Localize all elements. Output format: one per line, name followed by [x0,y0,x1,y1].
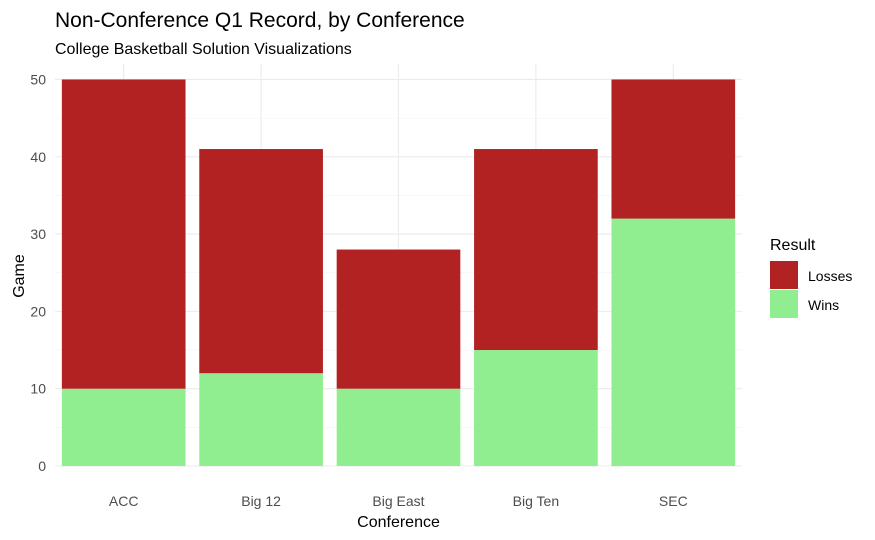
y-tick-label: 10 [30,381,46,397]
legend: Result Losses Wins [770,237,852,318]
x-tick-label: Big Ten [513,493,559,509]
y-tick-label: 20 [30,303,46,319]
bar-losses-big-east [336,249,461,389]
y-axis-title: Game [11,254,28,298]
y-axis-ticks: 0 10 20 30 40 50 [30,71,46,474]
bar-losses-sec [611,79,736,219]
legend-swatch-wins [770,290,798,318]
bar-wins-big-east [336,388,461,466]
bar-wins-big-12 [199,373,323,466]
y-tick-label: 0 [38,458,46,474]
x-axis-ticks: ACC Big 12 Big East Big Ten SEC [109,493,688,509]
legend-title: Result [770,237,816,254]
plot-bars [61,79,736,466]
y-tick-label: 50 [30,71,46,87]
y-tick-label: 40 [30,149,46,165]
bar-losses-big-ten [474,149,598,351]
legend-label-wins: Wins [808,297,839,313]
legend-label-losses: Losses [808,268,852,284]
x-tick-label: SEC [659,493,688,509]
x-tick-label: Big 12 [241,493,281,509]
y-tick-label: 30 [30,226,46,242]
bar-wins-big-ten [474,350,598,466]
x-tick-label: ACC [109,493,139,509]
x-tick-label: Big East [372,493,424,509]
bar-losses-big-12 [199,149,323,374]
chart-subtitle: College Basketball Solution Visualizatio… [55,41,352,58]
bar-wins-acc [61,388,186,466]
bar-wins-sec [611,218,736,466]
chart-title: Non-Conference Q1 Record, by Conference [55,9,465,32]
bar-losses-acc [61,79,186,389]
legend-swatch-losses [770,261,798,289]
x-axis-title: Conference [357,514,440,531]
